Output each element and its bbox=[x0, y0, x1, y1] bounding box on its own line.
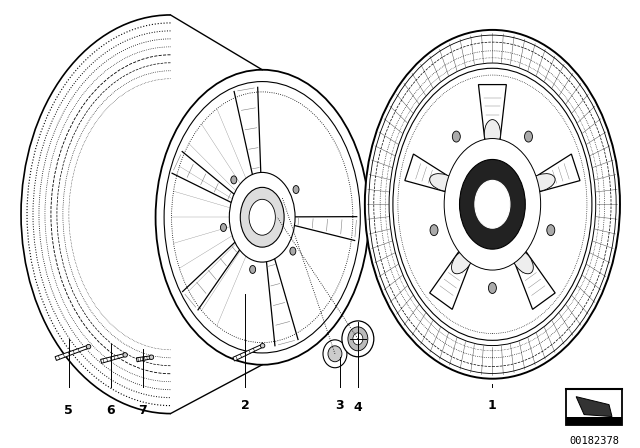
Ellipse shape bbox=[290, 247, 296, 255]
Text: 7: 7 bbox=[138, 404, 147, 417]
Ellipse shape bbox=[156, 70, 369, 365]
Ellipse shape bbox=[293, 185, 299, 194]
Ellipse shape bbox=[513, 249, 533, 274]
Ellipse shape bbox=[429, 174, 457, 191]
Text: 3: 3 bbox=[335, 399, 344, 412]
Ellipse shape bbox=[348, 327, 368, 351]
Text: 6: 6 bbox=[106, 404, 115, 417]
Polygon shape bbox=[55, 345, 89, 361]
Text: 1: 1 bbox=[488, 399, 497, 412]
Ellipse shape bbox=[547, 225, 555, 236]
Text: 2: 2 bbox=[241, 399, 250, 412]
Ellipse shape bbox=[342, 321, 374, 357]
Polygon shape bbox=[503, 228, 555, 310]
Ellipse shape bbox=[444, 138, 541, 270]
Polygon shape bbox=[405, 154, 470, 198]
Ellipse shape bbox=[220, 224, 227, 232]
Polygon shape bbox=[576, 396, 612, 417]
Ellipse shape bbox=[484, 120, 500, 147]
Bar bbox=[566, 389, 622, 425]
Text: 5: 5 bbox=[65, 404, 73, 417]
Ellipse shape bbox=[451, 249, 472, 274]
Polygon shape bbox=[514, 154, 580, 198]
Ellipse shape bbox=[430, 225, 438, 236]
Ellipse shape bbox=[149, 355, 154, 359]
Ellipse shape bbox=[240, 187, 284, 247]
Ellipse shape bbox=[528, 174, 555, 191]
Ellipse shape bbox=[328, 346, 342, 362]
Ellipse shape bbox=[250, 266, 255, 273]
Ellipse shape bbox=[460, 159, 525, 249]
Polygon shape bbox=[136, 356, 152, 362]
Polygon shape bbox=[233, 345, 263, 361]
Polygon shape bbox=[479, 85, 506, 172]
Ellipse shape bbox=[323, 340, 347, 368]
Ellipse shape bbox=[475, 181, 510, 228]
Ellipse shape bbox=[123, 353, 127, 357]
Ellipse shape bbox=[249, 199, 275, 235]
Ellipse shape bbox=[488, 283, 497, 293]
Polygon shape bbox=[100, 353, 125, 363]
Ellipse shape bbox=[353, 333, 363, 345]
Ellipse shape bbox=[229, 172, 295, 262]
Text: 00182378: 00182378 bbox=[569, 435, 619, 445]
Polygon shape bbox=[429, 228, 481, 310]
Ellipse shape bbox=[393, 68, 592, 340]
Ellipse shape bbox=[525, 131, 532, 142]
Ellipse shape bbox=[260, 344, 265, 348]
Ellipse shape bbox=[86, 345, 91, 349]
Text: 4: 4 bbox=[353, 401, 362, 414]
Ellipse shape bbox=[365, 30, 620, 379]
Ellipse shape bbox=[452, 131, 460, 142]
Ellipse shape bbox=[231, 176, 237, 184]
Bar bbox=[566, 417, 622, 425]
